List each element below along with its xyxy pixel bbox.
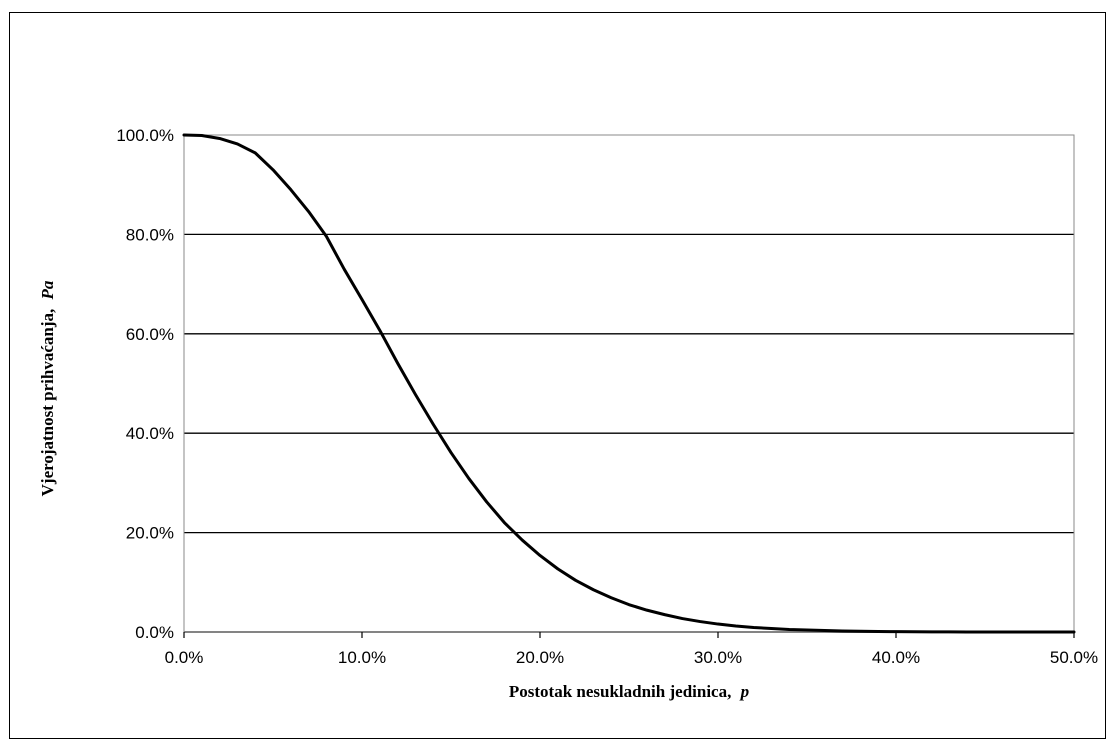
- y-tick-label: 40.0%: [126, 424, 174, 443]
- data-point: [360, 298, 364, 301]
- y-axis-title-variable: Pa: [38, 280, 57, 300]
- data-point: [236, 142, 239, 146]
- x-tick-label: 40.0%: [872, 648, 920, 667]
- data-point: [556, 567, 559, 571]
- data-point: [699, 620, 702, 623]
- data-point: [503, 521, 506, 524]
- data-point: [930, 630, 933, 634]
- data-point: [378, 329, 381, 332]
- data-point: [432, 423, 435, 426]
- data-point: [218, 137, 221, 140]
- x-axis-title-variable: p: [739, 682, 750, 701]
- data-point: [912, 630, 915, 633]
- data-point: [289, 188, 292, 191]
- data-point: [770, 627, 773, 630]
- data-point: [645, 608, 648, 612]
- data-point: [610, 596, 613, 599]
- data-point: [200, 134, 203, 137]
- data-point: [983, 630, 987, 634]
- data-point: [877, 630, 880, 633]
- data-point: [325, 235, 328, 238]
- data-point: [271, 168, 275, 171]
- data-point: [752, 626, 755, 629]
- series-line: [182, 133, 1076, 634]
- data-point: [948, 630, 951, 634]
- y-tick-label: 20.0%: [126, 524, 174, 543]
- data-point: [414, 393, 417, 396]
- data-point: [182, 133, 186, 137]
- data-point: [307, 210, 310, 213]
- y-tick-label: 0.0%: [135, 623, 174, 642]
- data-point: [1001, 630, 1004, 634]
- x-tick-label: 30.0%: [694, 648, 742, 667]
- grid-lines: [184, 233, 1074, 633]
- data-point: [788, 628, 791, 631]
- data-point: [716, 622, 720, 626]
- series-points: [182, 133, 1076, 634]
- data-point: [1055, 630, 1058, 634]
- x-axis-title: Postotak nesukladnih jedinica, p: [509, 682, 749, 701]
- x-tick-label: 20.0%: [516, 648, 564, 667]
- x-axis-title-text: Postotak nesukladnih jedinica,: [509, 682, 731, 701]
- x-tick-label: 50.0%: [1050, 648, 1098, 667]
- data-point: [343, 267, 346, 271]
- data-point: [805, 628, 809, 632]
- y-tick-labels: 0.0% 20.0% 40.0% 60.0% 80.0% 100.0%: [116, 126, 174, 642]
- y-axis-title-text: Vjerojatnost prihvaćanja,: [38, 309, 57, 497]
- data-point: [592, 588, 595, 591]
- data-point: [823, 629, 826, 632]
- data-point: [485, 500, 488, 503]
- data-point: [894, 630, 898, 633]
- data-point: [966, 630, 969, 634]
- data-point: [449, 451, 453, 454]
- chart-frame: [9, 12, 1106, 739]
- data-point: [663, 613, 666, 616]
- data-point: [734, 624, 737, 628]
- y-tick-label: 100.0%: [116, 126, 174, 145]
- data-point: [254, 151, 257, 155]
- data-point: [1037, 630, 1040, 634]
- data-point: [574, 579, 577, 582]
- data-point: [1072, 630, 1076, 634]
- data-point: [627, 603, 631, 606]
- data-point: [841, 629, 844, 633]
- data-point: [521, 538, 524, 542]
- data-point: [538, 554, 542, 557]
- y-axis-title: Vjerojatnost prihvaćanja, Pa: [38, 280, 57, 496]
- data-point: [681, 617, 684, 620]
- data-point: [1019, 630, 1022, 634]
- plot-area-border: [183, 134, 1075, 633]
- y-tick-label: 80.0%: [126, 225, 174, 244]
- data-point: [467, 477, 470, 480]
- x-tick-label: 0.0%: [165, 648, 204, 667]
- x-tick-labels: 0.0% 10.0% 20.0% 30.0% 40.0% 50.0%: [165, 648, 1098, 667]
- data-point: [396, 361, 399, 365]
- x-tick-label: 10.0%: [338, 648, 386, 667]
- data-point: [859, 630, 862, 633]
- y-tick-label: 60.0%: [126, 325, 174, 344]
